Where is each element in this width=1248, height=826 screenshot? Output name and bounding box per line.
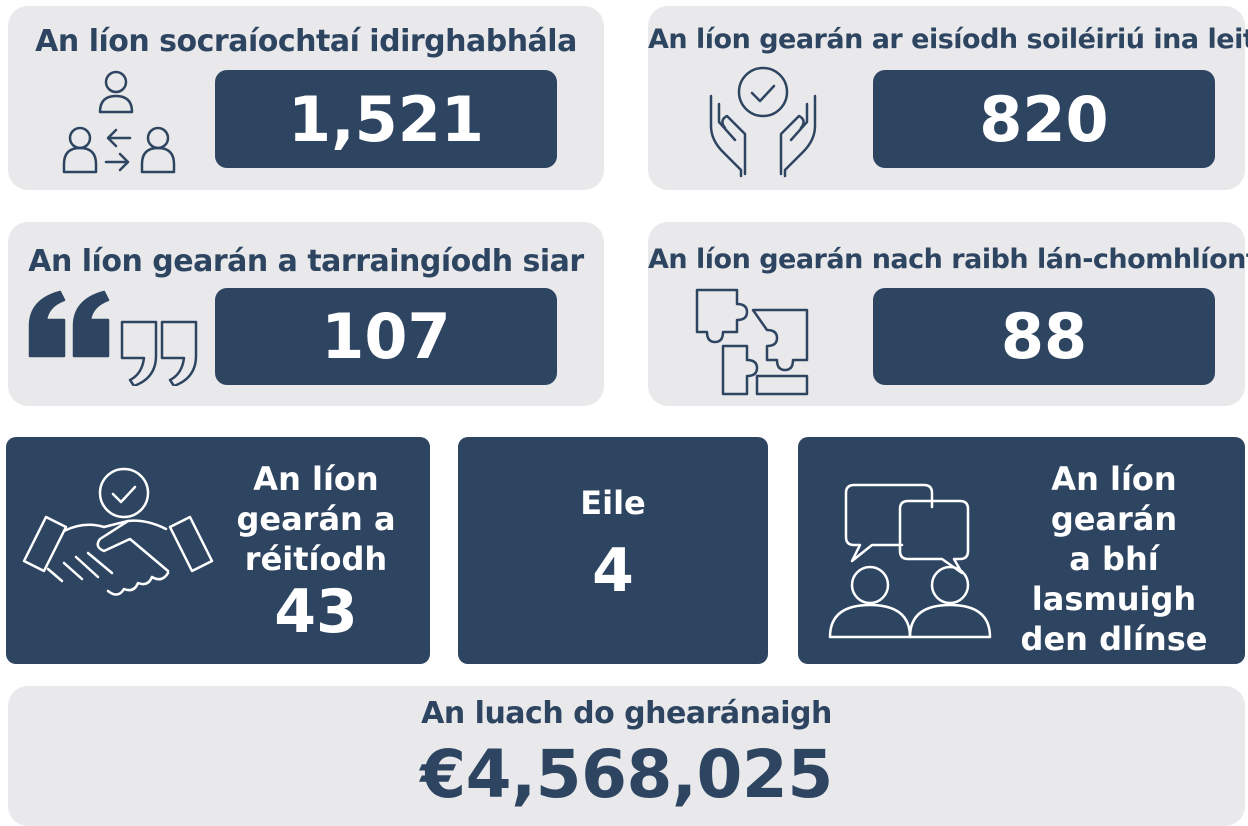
- hands-check-icon: [709, 66, 817, 178]
- card-title: An líon socraíochtaí idirghabhála: [35, 24, 577, 59]
- puzzle-icon: [695, 288, 809, 396]
- card-label: Eile 4: [458, 483, 768, 619]
- card-title: An luach do ghearánaigh: [421, 696, 832, 731]
- card: An líon gearán a bhí lasmuigh den dlínse…: [798, 437, 1245, 725]
- card-value: 43: [274, 577, 358, 647]
- conversation-icon: [828, 483, 992, 639]
- card: An luach do ghearánaigh €4,568,025: [8, 686, 1245, 826]
- label-line: gearán a: [236, 500, 396, 538]
- label-line: a bhí lasmuigh: [1031, 540, 1197, 618]
- card-value: 4: [592, 536, 634, 606]
- value-box: 1,521: [215, 70, 557, 168]
- card: An líon gearán nach raibh lán-chomhlíont…: [648, 222, 1248, 406]
- value-box: 820: [873, 70, 1215, 168]
- card: An líon gearán ar eisíodh soiléiriú ina …: [648, 6, 1248, 190]
- card-label: An líon gearán a réitíodh 43: [226, 459, 406, 645]
- label-line: An líon: [253, 460, 379, 498]
- people-exchange-icon: [62, 70, 176, 174]
- label-line: réitíodh: [244, 540, 388, 578]
- card-value: €4,568,025: [420, 736, 833, 813]
- label-line: Eile: [580, 484, 646, 522]
- card-title: An líon gearán a tarraingíodh siar: [28, 244, 584, 279]
- value-box: 88: [873, 288, 1215, 385]
- label-line: den dlínse: [1020, 620, 1208, 658]
- card-title: An líon gearán ar eisíodh soiléiriú ina …: [648, 24, 1248, 55]
- value-box: 107: [215, 288, 557, 385]
- label-line: An líon gearán: [1050, 460, 1178, 538]
- card: Eile 4: [458, 437, 768, 664]
- handshake-icon: [22, 467, 214, 596]
- card: An líon gearán a tarraingíodh siar 107: [8, 222, 604, 406]
- card: An líon gearán a réitíodh 43: [6, 437, 430, 664]
- card-title: An líon gearán nach raibh lán-chomhlíont…: [648, 244, 1248, 275]
- quote-icon: [28, 290, 198, 386]
- card: An líon socraíochtaí idirghabhála 1,521: [8, 6, 604, 190]
